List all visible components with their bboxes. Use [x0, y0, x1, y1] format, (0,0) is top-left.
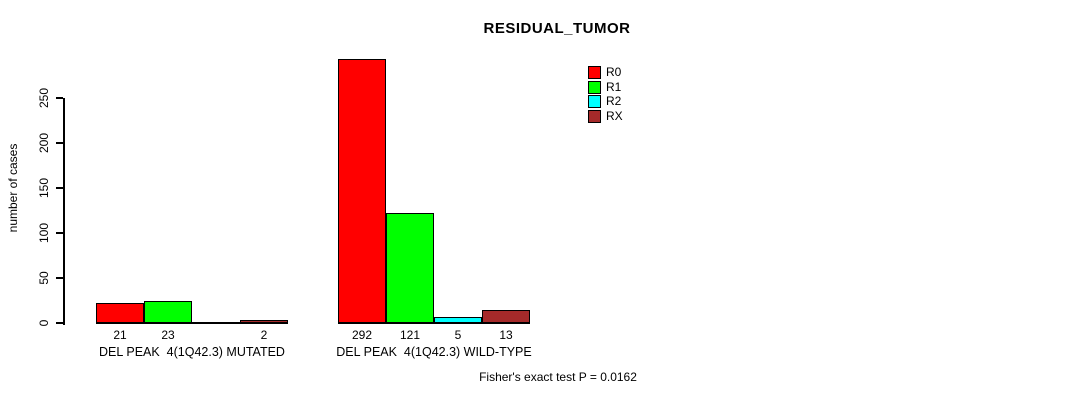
- bar-r2-group2: [434, 317, 482, 323]
- y-tick-label: 150: [37, 177, 51, 199]
- bar-value-label: 23: [161, 328, 175, 342]
- bar-r0-group2: [338, 59, 386, 323]
- bar-r0-group1: [96, 303, 144, 323]
- y-tick: [56, 97, 63, 99]
- y-axis-title: number of cases: [6, 143, 20, 233]
- group-baseline: [96, 322, 288, 324]
- y-tick-label: 50: [37, 271, 51, 285]
- bar-value-label: 13: [499, 328, 513, 342]
- bar-rx-group1: [240, 320, 288, 323]
- y-tick-label: 100: [37, 222, 51, 244]
- y-tick-label: 200: [37, 132, 51, 154]
- bar-value-label: 21: [113, 328, 127, 342]
- y-tick: [56, 187, 63, 189]
- bar-rx-group2: [482, 310, 530, 323]
- bar-value-label: 5: [454, 328, 462, 342]
- y-tick-label: 0: [37, 319, 51, 327]
- y-axis-line: [63, 98, 65, 325]
- bar-value-label: 292: [351, 328, 373, 342]
- y-tick-label: 250: [37, 87, 51, 109]
- y-tick: [56, 322, 63, 324]
- y-tick: [56, 142, 63, 144]
- legend-label-r1: R1: [606, 79, 622, 94]
- x-category-label: DEL PEAK 4(1Q42.3) MUTATED: [99, 345, 285, 359]
- bar-value-label: 121: [399, 328, 421, 342]
- chart-title: RESIDUAL_TUMOR: [483, 20, 631, 37]
- legend-swatch-r2: [588, 95, 601, 109]
- x-category-label: DEL PEAK 4(1Q42.3) WILD-TYPE: [336, 345, 532, 359]
- legend-swatch-r1: [588, 80, 601, 94]
- group-baseline: [338, 322, 530, 324]
- legend-label-r2: R2: [606, 94, 622, 109]
- legend-swatch-rx: [588, 110, 601, 124]
- legend-label-r0: R0: [606, 65, 622, 79]
- bar-r1-group1: [144, 301, 192, 323]
- fisher-test-annotation: Fisher's exact test P = 0.0162: [479, 370, 637, 384]
- y-tick: [56, 277, 63, 279]
- y-tick: [56, 232, 63, 234]
- legend-swatch-r0: [588, 66, 601, 79]
- legend-label-rx: RX: [606, 109, 623, 124]
- bar-r1-group2: [386, 213, 434, 323]
- bar-value-label: 2: [260, 328, 268, 342]
